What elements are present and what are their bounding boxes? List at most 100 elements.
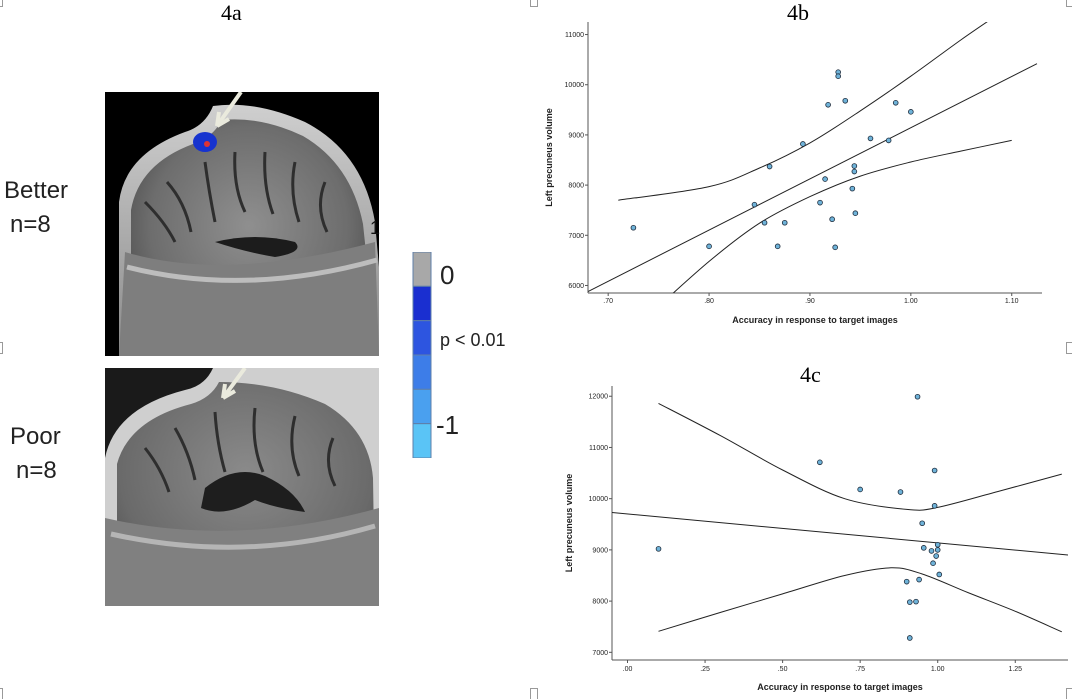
x-tick-label: 1.10: [1005, 298, 1019, 305]
scatter-point: [936, 571, 943, 578]
scatter-point: [933, 553, 939, 559]
y-tick-label: 10000: [589, 496, 609, 503]
scatter-point: [913, 598, 919, 605]
scatter-point: [892, 99, 899, 106]
group-n-better: n=8: [10, 211, 51, 238]
scatter-point: [766, 163, 773, 170]
scatter-point: [849, 185, 856, 192]
scatter-point: [928, 548, 935, 554]
color-scale-segment: [412, 423, 432, 458]
scatter-point: [655, 546, 662, 552]
scatter-point: [930, 560, 936, 567]
color-scale-segment: [412, 285, 432, 322]
x-tick-label: .50: [778, 666, 788, 673]
scatter-point: [835, 69, 842, 75]
x-tick-label: 1.25: [1008, 666, 1022, 673]
x-tick-label: 1.00: [931, 666, 945, 673]
group-label-better: Better n=8: [4, 174, 68, 242]
scatter-point: [919, 520, 926, 527]
group-n-poor: n=8: [16, 457, 57, 484]
scatter-point: [920, 545, 927, 551]
scatter-point: [867, 135, 874, 142]
scatter-point: [906, 635, 913, 641]
corner-mark: [0, 0, 3, 7]
y-tick-label: 6000: [568, 283, 584, 290]
group-label-poor: Poor n=8: [10, 420, 61, 488]
y-tick-label: 7000: [568, 233, 584, 240]
scatter-point: [751, 201, 758, 208]
scatter-point: [851, 168, 858, 175]
scatter-point: [931, 503, 938, 509]
x-tick-label: 1.00: [904, 298, 918, 305]
corner-mark: [530, 0, 538, 7]
mri-image-better: [105, 92, 379, 356]
scatter-point: [630, 224, 637, 231]
panel-label-4c: 4c: [800, 362, 821, 387]
scatter-point: [832, 244, 838, 251]
x-tick-label: .75: [855, 666, 865, 673]
corner-mark: [1066, 0, 1072, 7]
y-tick-label: 11000: [565, 32, 584, 39]
y-tick-label: 8000: [568, 183, 584, 190]
scatter-point: [934, 541, 941, 548]
corner-mark: [0, 688, 3, 699]
scatter-point: [857, 486, 863, 493]
scatter-point: [852, 210, 859, 217]
y-tick-label: 7000: [592, 650, 608, 657]
corner-mark: [1066, 342, 1072, 354]
color-scale-label-top: 0: [440, 260, 455, 290]
color-scale-bar: [412, 252, 432, 458]
scatter-point: [906, 599, 913, 605]
scatter-point: [885, 137, 892, 144]
x-tick-label: .70: [603, 298, 613, 305]
corner-mark: [530, 688, 538, 699]
color-scale-segment: [412, 354, 432, 390]
color-scale-segment: [412, 388, 432, 425]
corner-mark: [0, 342, 3, 354]
scatter-point: [851, 163, 858, 169]
corner-mark: [1066, 688, 1072, 699]
x-tick-label: .25: [700, 666, 710, 673]
scatter-point: [706, 243, 712, 250]
panel-label-4a: 4a: [221, 0, 242, 25]
ci-upper-line: [658, 402, 1062, 511]
y-tick-label: 8000: [592, 599, 608, 606]
scatter-point: [934, 547, 941, 553]
x-tick-label: .80: [704, 298, 714, 305]
color-scale-label-bottom: -1: [436, 410, 460, 440]
ci-upper-line: [618, 22, 988, 201]
group-name-better: Better: [4, 177, 69, 204]
y-tick-label: 10000: [565, 82, 585, 89]
fit-line: [588, 63, 1038, 292]
mri-corner-text: 1: [370, 218, 381, 238]
scatter-point: [800, 141, 806, 147]
scatter-point: [817, 459, 823, 466]
scatter-point: [774, 243, 781, 250]
scatter-point: [897, 489, 904, 495]
color-scale-segment: [412, 320, 432, 356]
scatter-point: [781, 219, 788, 226]
color-scale-label-mid: p < 0.01: [440, 330, 506, 350]
scatter-point: [931, 467, 938, 474]
scatter-point: [829, 216, 835, 223]
y-tick-label: 12000: [589, 394, 609, 401]
scatter-point: [908, 109, 914, 115]
ci-lower-line: [672, 139, 1012, 293]
x-tick-label: .90: [805, 298, 815, 305]
scatter-point: [825, 102, 831, 108]
scatter-point: [842, 97, 849, 104]
fit-line: [612, 512, 1068, 556]
color-scale-segment: [412, 252, 432, 287]
x-axis-label: Accuracy in response to target images: [757, 682, 923, 692]
y-axis-label: Left precuneus volume: [544, 108, 554, 207]
x-tick-label: .00: [623, 666, 633, 673]
y-axis-label: Left precuneus volume: [564, 474, 574, 573]
scatter-point: [761, 219, 768, 226]
ci-lower-line: [658, 567, 1062, 633]
mri-image-poor: [105, 368, 379, 606]
x-axis-label: Accuracy in response to target images: [732, 315, 898, 325]
scatter-point: [916, 576, 922, 583]
scatter-point: [835, 73, 842, 79]
scatter-point: [914, 393, 921, 400]
y-tick-label: 11000: [589, 445, 608, 452]
